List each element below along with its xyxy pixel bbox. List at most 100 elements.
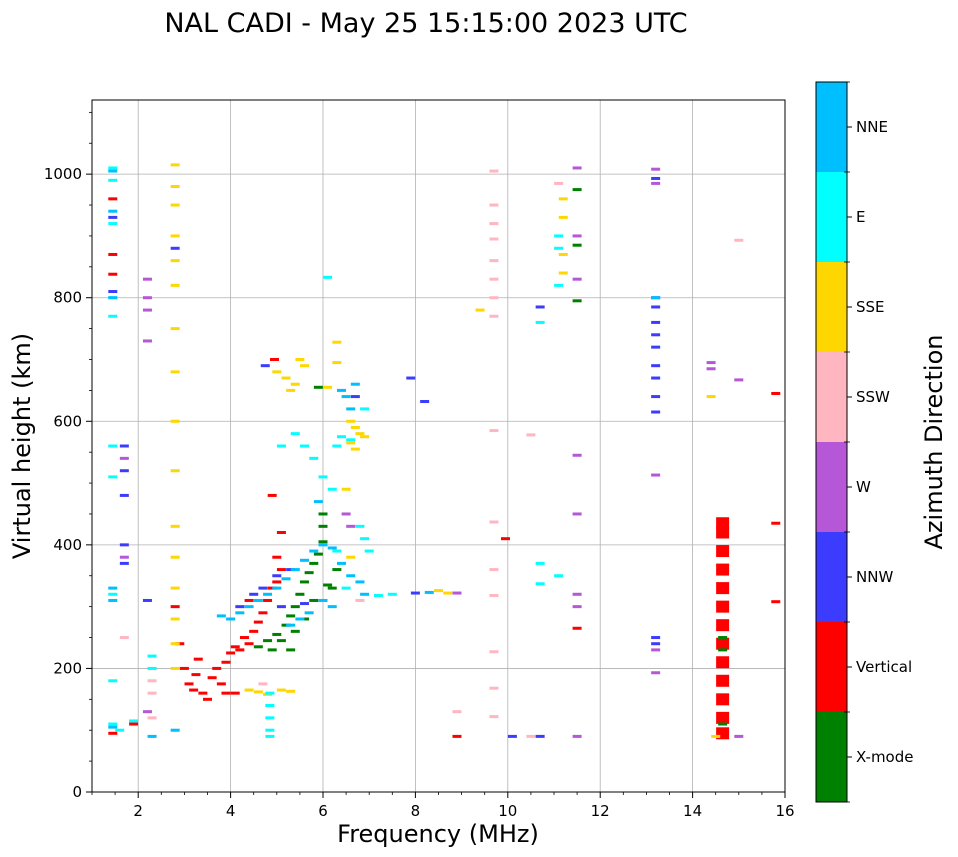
data-point-w [572,592,582,596]
data-point-vertical [198,691,208,695]
x-tick-label: 12 [591,802,610,820]
data-point-sse [706,395,716,399]
data-point-vertical [249,629,259,633]
axes: 2 4 6 8 10 12 14 16 0 200 400 600 800 1000 [44,111,795,820]
data-point-x-mode [718,648,728,652]
data-point-ssw [489,314,499,318]
data-point-sse [170,469,180,473]
data-point-nne [244,605,254,609]
data-point-sse [286,689,296,693]
data-point-w [572,605,582,609]
data-point-vertical [170,605,180,609]
data-point-sse [323,385,333,389]
data-point-x-mode [318,512,328,516]
data-point-w [572,453,582,457]
colorbar-swatch-ssw [816,352,847,442]
data-point-sse [170,259,180,263]
data-point-ssw [147,691,157,695]
data-point-nnw [286,568,296,572]
colorbar-label-x-mode: X-mode [856,748,913,766]
data-point-e [108,592,118,596]
y-tick-label: 1000 [44,165,82,183]
data-point-w [452,591,462,595]
data-point-e [332,549,342,553]
data-point-vertical [212,666,222,670]
data-point-x-mode [718,722,728,726]
data-point-ssw [489,568,499,572]
data-point-e [318,475,328,479]
data-point-nne [108,725,118,729]
colorbar-swatch-nne [816,82,847,172]
data-point-sse [170,163,180,167]
data-point-nnw [651,176,661,180]
data-point-vertical [276,531,286,534]
x-tick-label: 14 [683,802,702,820]
data-point-e [115,728,125,732]
data-point-nne [272,586,282,590]
data-point-vertical [239,636,249,640]
data-point-vertical [276,568,286,572]
data-point-x-mode [276,639,286,643]
data-point-e [108,222,118,226]
data-point-ssw [119,636,129,640]
data-point-w [142,710,152,714]
data-point-x-mode [286,614,296,618]
data-point-sse [346,441,356,445]
data-point-ssw [355,598,365,602]
data-point-w [651,648,661,652]
data-point-nnw [535,734,545,738]
data-point-e [147,666,157,670]
data-point-sse [558,252,568,256]
data-point-e [346,438,356,442]
data-point-w [341,512,351,516]
data-point-vertical [572,626,582,630]
data-point-x-mode [318,524,328,528]
data-point-nnw [119,493,129,497]
data-point-x-mode [300,617,310,621]
data-point-w [572,277,582,281]
data-point-ssw [489,237,499,241]
data-point-ssw [526,433,536,437]
data-point-x-mode [327,586,337,590]
data-point-nne [318,598,328,602]
data-point-sse [300,364,310,368]
data-point-w [706,361,716,365]
data-point-e [355,524,365,528]
data-point-ssw [452,710,462,714]
data-point-vertical [244,642,254,646]
data-point-e [290,432,300,436]
data-point-w [651,671,661,675]
data-point-nne [108,169,118,173]
data-point-ssw [258,682,268,686]
data-point-w [142,339,152,343]
data-point-nne [309,549,319,553]
data-point-ssw [489,520,499,524]
data-point-nnw [651,320,661,324]
data-point-nne [290,568,300,572]
data-point-x-mode [718,636,728,640]
data-point-vertical [263,598,273,602]
data-point-sse [558,271,568,275]
data-point-ssw [489,594,499,598]
data-point-vertical-band [716,563,730,576]
data-point-x-mode [272,632,282,636]
x-tick-label: 2 [133,802,143,820]
data-point-e [323,275,333,279]
data-point-e [108,314,118,318]
data-point-nnw [420,400,430,404]
data-point-sse [272,370,282,374]
data-point-e [309,456,319,460]
data-point-vertical [129,722,139,726]
data-point-sse [475,308,485,312]
data-point-e [265,728,275,732]
data-point-x-mode [300,580,310,584]
data-point-ssw [489,296,499,300]
data-point-x-mode [309,561,319,565]
data-point-x-mode [572,188,582,192]
colorbar-label-ssw: SSW [856,388,890,406]
colorbar: X-mode Vertical NNW W SSW SSE E NNE [815,81,913,803]
data-point-vertical [226,651,236,655]
data-point-nne [170,728,180,732]
data-point-nne [108,586,118,590]
x-tick-label: 4 [226,802,236,820]
